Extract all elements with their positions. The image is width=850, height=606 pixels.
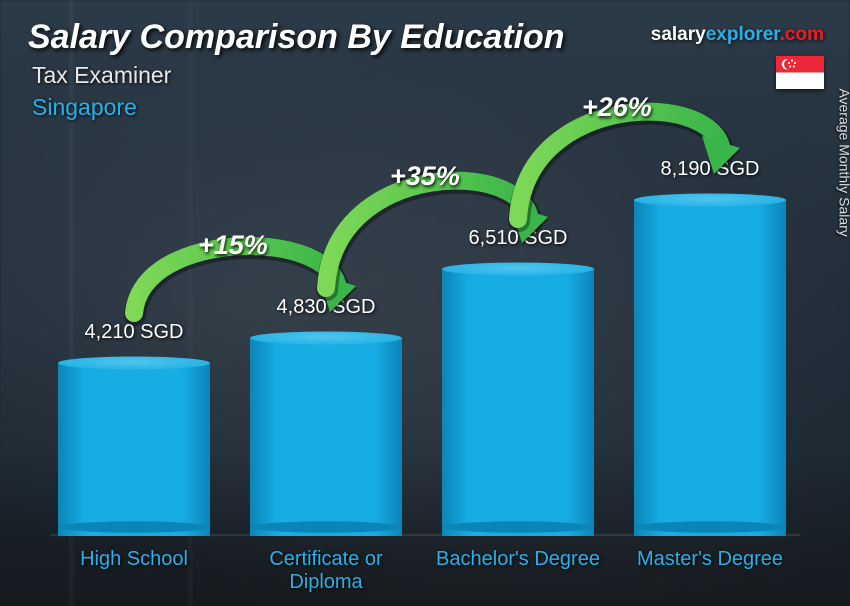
category-label: Master's Degree xyxy=(625,548,795,571)
bar-group: 6,510 SGDBachelor's Degree xyxy=(442,269,594,536)
bar-value: 4,830 SGD xyxy=(250,296,402,319)
increase-pct: +15% xyxy=(198,230,268,261)
bar: 4,210 SGD xyxy=(58,363,210,536)
bar: 6,510 SGD xyxy=(442,269,594,536)
branding-mid: explorer xyxy=(706,24,780,45)
category-label: High School xyxy=(49,548,219,571)
plot-area: 4,210 SGDHigh School 4,830 SGDCertificate… xyxy=(50,150,800,536)
bar-group: 4,210 SGDHigh School xyxy=(58,363,210,536)
category-label: Certificate or Diploma xyxy=(241,548,411,594)
branding-text: salaryexplorer.com xyxy=(651,24,824,46)
bar: 8,190 SGD xyxy=(634,200,786,536)
chart-title: Salary Comparison By Education xyxy=(28,18,565,57)
bar-value: 6,510 SGD xyxy=(442,227,594,250)
chart-subtitle: Tax Examiner xyxy=(32,62,171,89)
bar-group: 8,190 SGDMaster's Degree xyxy=(634,200,786,536)
singapore-flag-icon xyxy=(776,56,824,89)
bar-value: 4,210 SGD xyxy=(58,321,210,344)
branding-prefix: salary xyxy=(651,24,706,45)
y-axis-label: Average Monthly Salary xyxy=(836,88,850,236)
increase-pct: +26% xyxy=(582,92,652,123)
increase-pct: +35% xyxy=(390,161,460,192)
bar-value: 8,190 SGD xyxy=(634,158,786,181)
branding-suffix: .com xyxy=(780,24,824,45)
bar-group: 4,830 SGDCertificate or Diploma xyxy=(250,338,402,536)
chart-country: Singapore xyxy=(32,94,137,121)
category-label: Bachelor's Degree xyxy=(433,548,603,571)
bar: 4,830 SGD xyxy=(250,338,402,536)
salary-chart: Salary Comparison By Education Tax Exami… xyxy=(0,0,850,606)
